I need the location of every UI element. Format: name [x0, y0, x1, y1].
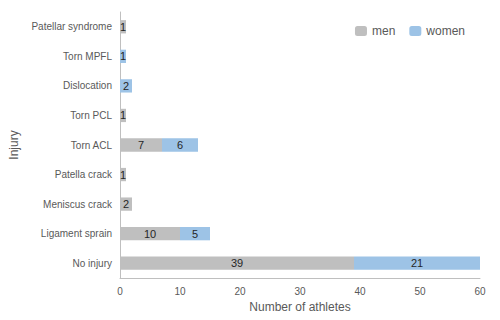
svg-text:Torn ACL: Torn ACL — [71, 140, 113, 151]
svg-text:1: 1 — [120, 169, 126, 181]
svg-text:Dislocation: Dislocation — [63, 80, 112, 91]
svg-text:1: 1 — [120, 50, 126, 62]
svg-text:women: women — [425, 24, 465, 38]
svg-text:21: 21 — [411, 257, 423, 269]
svg-text:1: 1 — [120, 109, 126, 121]
svg-text:5: 5 — [192, 228, 198, 240]
svg-text:Injury: Injury — [7, 130, 21, 159]
svg-text:Patella crack: Patella crack — [55, 169, 113, 180]
svg-text:60: 60 — [474, 286, 486, 297]
svg-text:No injury: No injury — [73, 258, 112, 269]
svg-text:39: 39 — [231, 257, 243, 269]
svg-text:30: 30 — [294, 286, 306, 297]
svg-text:6: 6 — [177, 139, 183, 151]
svg-text:Torn PCL: Torn PCL — [70, 110, 112, 121]
svg-text:20: 20 — [234, 286, 246, 297]
svg-text:10: 10 — [144, 228, 156, 240]
svg-text:2: 2 — [123, 198, 129, 210]
svg-text:1: 1 — [120, 21, 126, 33]
svg-text:men: men — [372, 24, 395, 38]
svg-text:2: 2 — [123, 80, 129, 92]
svg-text:Torn MPFL: Torn MPFL — [63, 51, 112, 62]
svg-text:0: 0 — [117, 286, 123, 297]
svg-text:7: 7 — [138, 139, 144, 151]
svg-text:40: 40 — [354, 286, 366, 297]
svg-text:50: 50 — [414, 286, 426, 297]
svg-text:Patellar syndrome: Patellar syndrome — [31, 21, 112, 32]
svg-text:Number of athletes: Number of athletes — [249, 300, 350, 314]
svg-text:10: 10 — [174, 286, 186, 297]
svg-text:Meniscus crack: Meniscus crack — [43, 199, 113, 210]
svg-text:Ligament sprain: Ligament sprain — [41, 228, 112, 239]
